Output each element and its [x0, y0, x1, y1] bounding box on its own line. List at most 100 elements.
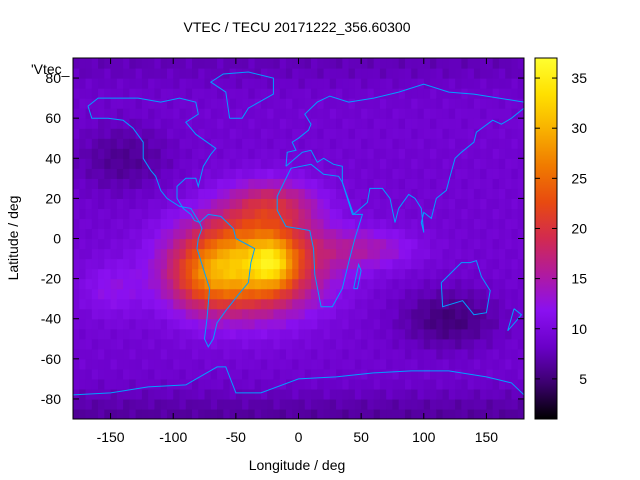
heatmap-cell [336, 208, 343, 220]
heatmap-cell [148, 338, 156, 350]
heatmap-cell [386, 388, 394, 400]
heatmap-cell [260, 148, 268, 159]
heatmap-cell [129, 368, 137, 380]
heatmap-cell [473, 338, 481, 350]
heatmap-cell [154, 68, 162, 79]
heatmap-cell [411, 108, 419, 119]
heatmap-cell [498, 398, 506, 410]
heatmap-cell [116, 188, 124, 199]
heatmap-cell [229, 368, 237, 380]
heatmap-cell [442, 328, 450, 340]
heatmap-cell [379, 208, 387, 220]
heatmap-cell [430, 338, 437, 350]
heatmap-cell [467, 128, 475, 139]
heatmap-cell [229, 278, 237, 290]
heatmap-cell [354, 248, 362, 260]
heatmap-cell [423, 198, 431, 210]
heatmap-cell [248, 348, 256, 360]
heatmap-cell [342, 408, 350, 419]
heatmap-cell [361, 278, 368, 290]
heatmap-cell [436, 258, 444, 270]
heatmap-cell [505, 338, 513, 350]
heatmap-cell [404, 138, 412, 149]
heatmap-cell [135, 58, 143, 69]
heatmap-cell [467, 388, 475, 400]
heatmap-cell [192, 268, 199, 280]
heatmap-cell [342, 258, 350, 270]
heatmap-cell [398, 208, 406, 220]
heatmap-cell [379, 88, 387, 99]
heatmap-cell [141, 368, 149, 380]
heatmap-cell [336, 318, 343, 330]
y-tick-label: 40 [45, 150, 61, 166]
heatmap-cell [398, 288, 406, 300]
heatmap-cell [123, 218, 130, 230]
heatmap-cell [292, 148, 300, 159]
heatmap-cell [511, 178, 519, 189]
heatmap-cell [467, 338, 475, 350]
heatmap-cell [473, 248, 481, 260]
heatmap-cell [398, 108, 406, 119]
heatmap-cell [98, 308, 105, 320]
heatmap-cell [411, 138, 419, 149]
heatmap-cell [361, 58, 368, 69]
heatmap-cell [260, 168, 268, 179]
heatmap-cell [461, 148, 469, 159]
heatmap-cell [179, 408, 187, 419]
heatmap-cell [461, 218, 469, 230]
heatmap-cells [73, 58, 524, 419]
heatmap-cell [404, 328, 412, 340]
heatmap-cell [104, 78, 112, 89]
heatmap-cell [467, 378, 475, 390]
heatmap-cell [404, 258, 412, 270]
heatmap-cell [367, 208, 375, 220]
heatmap-cell [98, 398, 105, 410]
heatmap-cell [166, 298, 174, 310]
heatmap-cell [298, 218, 306, 230]
heatmap-cell [505, 178, 513, 189]
heatmap-cell [154, 258, 162, 270]
heatmap-cell [260, 268, 268, 280]
heatmap-cell [91, 88, 99, 99]
heatmap-cell [329, 188, 337, 199]
heatmap-cell [311, 408, 318, 419]
heatmap-cell [311, 218, 318, 230]
heatmap-cell [91, 238, 99, 250]
heatmap-cell [185, 368, 193, 380]
heatmap-cell [285, 58, 293, 69]
heatmap-cell [423, 148, 431, 159]
heatmap-cell [279, 328, 287, 340]
heatmap-cell [417, 288, 425, 300]
heatmap-cell [430, 258, 437, 270]
heatmap-cell [467, 408, 475, 419]
heatmap-cell [354, 338, 362, 350]
heatmap-cell [448, 78, 456, 89]
heatmap-cell [348, 98, 356, 109]
heatmap-cell [79, 118, 87, 129]
heatmap-cell [285, 378, 293, 390]
heatmap-cell [166, 408, 174, 419]
heatmap-cell [129, 118, 137, 129]
heatmap-cell [298, 308, 306, 320]
heatmap-cell [511, 208, 519, 220]
heatmap-cell [505, 218, 513, 230]
heatmap-cell [517, 68, 524, 79]
heatmap-cell [329, 288, 337, 300]
heatmap-cell [367, 308, 375, 320]
heatmap-cell [304, 188, 312, 199]
heatmap-cell [104, 288, 112, 300]
heatmap-cell [179, 298, 187, 310]
coastlines [73, 71, 524, 396]
heatmap-cell [461, 118, 469, 129]
heatmap-cell [398, 78, 406, 89]
heatmap-cell [166, 168, 174, 179]
heatmap-cell [448, 178, 456, 189]
heatmap-cell [323, 218, 331, 230]
heatmap-cell [417, 388, 425, 400]
heatmap-cell [79, 248, 87, 260]
heatmap-cell [386, 198, 394, 210]
heatmap-cell [511, 68, 519, 79]
heatmap-cell [292, 408, 300, 419]
heatmap-cell [392, 358, 400, 370]
heatmap-cell [235, 68, 243, 79]
